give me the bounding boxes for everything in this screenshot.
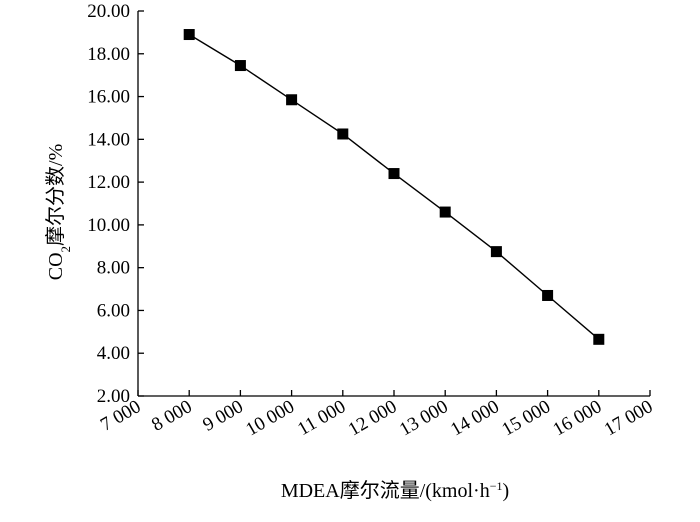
y-tick-label: 12.00 [87, 172, 130, 193]
x-tick-label: 8 000 [148, 396, 196, 436]
x-tick-label: 14 000 [447, 396, 503, 440]
x-tick-label: 10 000 [242, 396, 298, 440]
x-tick-label: 13 000 [396, 396, 452, 440]
x-axis-title-close: ) [503, 480, 510, 502]
series-line [188, 33, 600, 340]
data-point-marker [490, 246, 502, 258]
y-tick-label: 4.00 [97, 343, 130, 364]
data-point-marker [234, 60, 246, 72]
data-point-marker [439, 206, 451, 218]
y-tick-label: 20.00 [87, 1, 130, 22]
y-tick-label: 2.00 [97, 386, 130, 407]
x-tick-label: 11 000 [294, 396, 349, 440]
x-tick-label: 12 000 [345, 396, 401, 440]
y-tick-label: 8.00 [97, 258, 130, 279]
x-tick-label: 17 000 [601, 396, 657, 440]
y-tick-label: 16.00 [87, 87, 130, 108]
y-axis-title: CO2摩尔分数/% [44, 144, 73, 281]
x-tick-label: 15 000 [498, 396, 554, 440]
axes [137, 11, 650, 397]
data-point-marker [337, 128, 349, 140]
x-axis-title-superscript: −1 [490, 479, 503, 493]
x-tick-label: 16 000 [550, 396, 606, 440]
y-axis-title-prefix: CO [45, 252, 67, 280]
y-tick-label: 18.00 [87, 44, 130, 65]
y-tick-label: 6.00 [97, 300, 130, 321]
x-tick-label: 9 000 [199, 396, 247, 436]
data-point-marker [593, 333, 605, 345]
y-axis-title-suffix: 摩尔分数/% [44, 144, 67, 246]
y-tick-label: 14.00 [87, 129, 130, 150]
y-axis-title-subscript: 2 [58, 246, 73, 253]
data-point-marker [183, 29, 195, 41]
y-tick-label: 10.00 [87, 215, 130, 236]
data-point-marker [286, 94, 298, 106]
x-axis-title-main: MDEA摩尔流量/(kmol·h [281, 479, 490, 502]
data-series [183, 29, 605, 345]
y-axis-ticks: 2.00 4.00 6.00 8.00 10.00 12.00 14.00 16.00 18.0… [87, 1, 144, 407]
x-axis-title: MDEA摩尔流量/(kmol·h−1) [281, 479, 509, 502]
data-point-marker [388, 168, 400, 180]
data-point-marker [542, 289, 554, 301]
